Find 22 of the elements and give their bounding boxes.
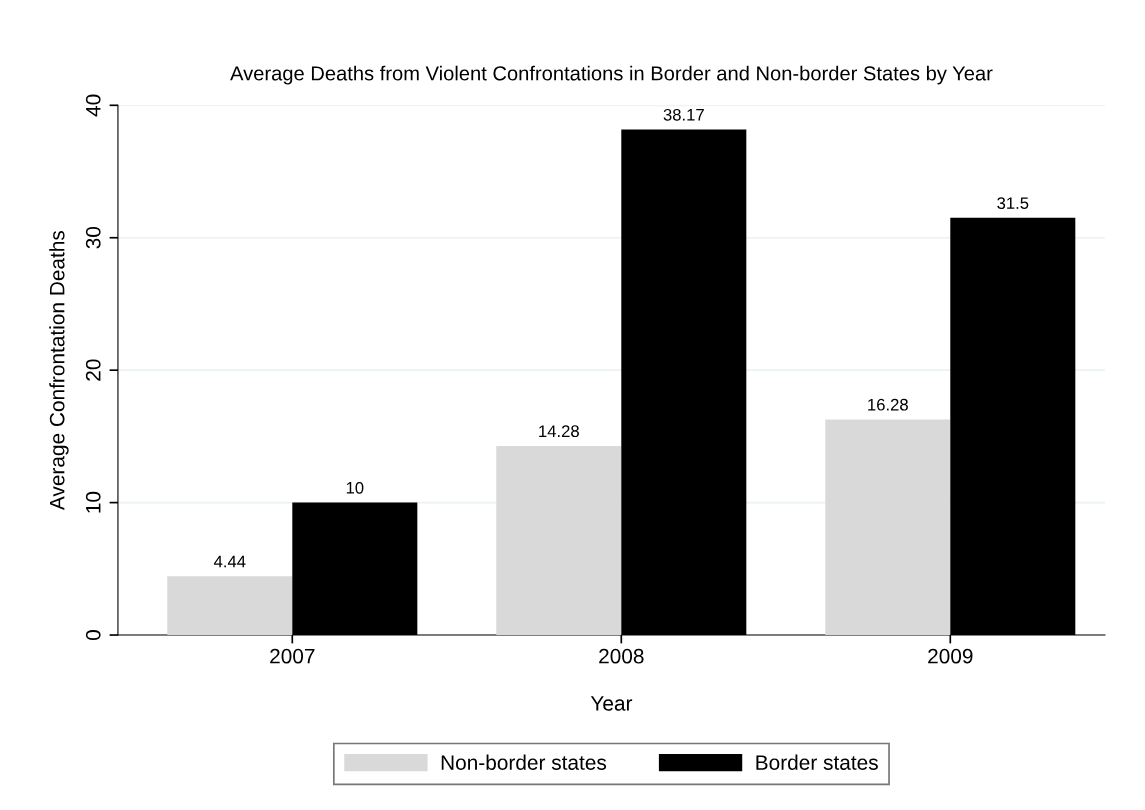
data-label: 16.28	[868, 398, 908, 411]
y-tick-label: 0	[85, 630, 101, 641]
bar	[167, 576, 293, 636]
x-tick-label: 2008	[599, 648, 644, 664]
bar	[825, 419, 951, 636]
legend-label: Border states	[756, 754, 878, 770]
bar	[496, 445, 622, 636]
x-axis-title: Year	[590, 696, 633, 711]
data-label: 38.17	[663, 108, 704, 121]
x-tick-label: 2007	[270, 648, 315, 664]
y-tick-label: 40	[85, 94, 101, 117]
data-label: 14.28	[539, 425, 579, 438]
y-axis-title: Average Confrontation Deaths	[49, 230, 69, 511]
data-label: 4.44	[213, 555, 246, 568]
y-tick-label: 20	[85, 359, 101, 381]
y-tick-label: 10	[85, 491, 101, 513]
x-tick-label: 2009	[928, 648, 973, 664]
y-tick-label: 30	[85, 226, 101, 249]
legend-label: Non-border states	[441, 754, 607, 770]
chart-title: Average Deaths from Violent Confrontations in Border and Non-border States by Year	[230, 65, 993, 85]
data-label: 31.5	[997, 197, 1029, 210]
data-label: 10	[346, 481, 364, 494]
